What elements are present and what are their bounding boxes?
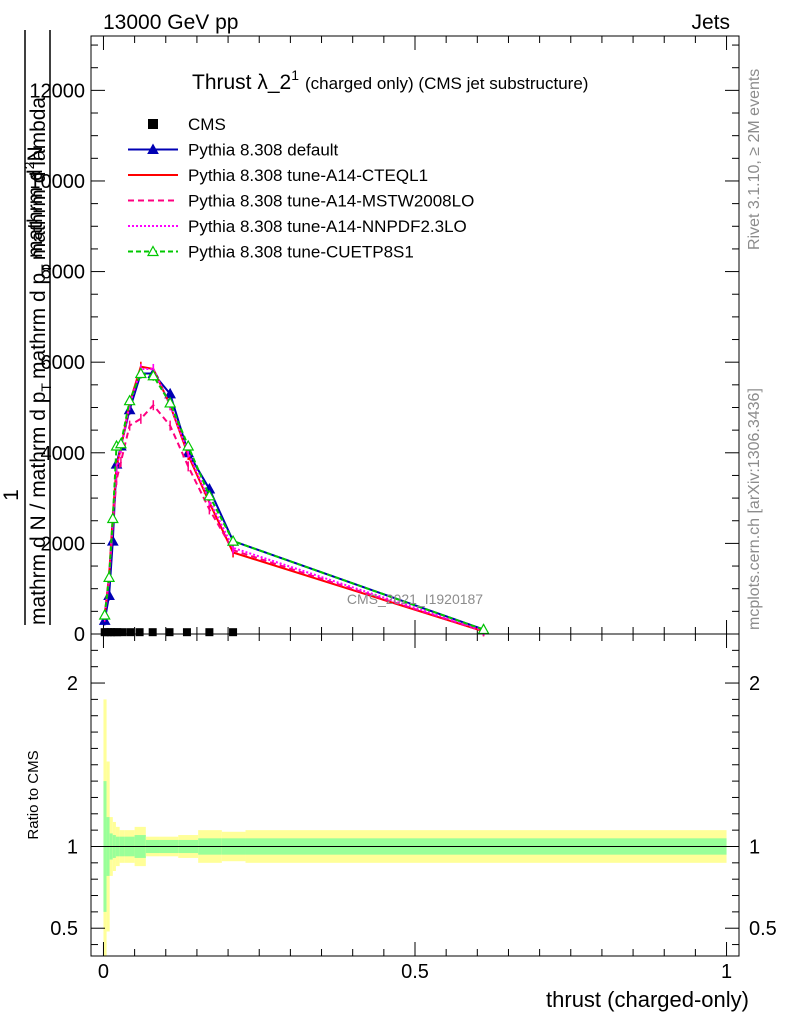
series-marker-4: [477, 623, 490, 635]
y-label-numerator-n: N: [24, 146, 47, 161]
y-label-prefactor: 1: [0, 489, 23, 501]
x-tick-labels: 0 0.5 1: [98, 961, 732, 983]
series-marker-4: [114, 437, 127, 449]
y-tick-label: 0: [74, 624, 85, 646]
series-marker-0: [106, 535, 119, 546]
x-tick-label: 0: [98, 961, 109, 983]
cms-point: [148, 628, 157, 637]
mcplots-label: mcplots.cern.ch [arXiv:1306.3436]: [746, 388, 763, 630]
x-tick-label: 0.5: [401, 961, 429, 983]
plot-title: Thrust λ_21 (charged only) (CMS jet subst…: [192, 67, 588, 94]
ratio-tick-label-right: 1: [749, 836, 760, 858]
cms-point: [135, 628, 144, 637]
legend-cms-marker: [148, 119, 158, 129]
cms-point: [118, 628, 127, 637]
ratio-plot-panel: 0.5 0.51 12 2 0 0.5 1 Ratio to CMS: [25, 633, 777, 983]
series-marker-4: [103, 571, 116, 582]
y-label-denominator: mathrm d N / mathrm d pTmathrm d pTmathr…: [27, 97, 54, 625]
ratio-tick-label-left: 0.5: [50, 918, 78, 940]
y-tick-label: 8000: [41, 262, 86, 284]
cms-point: [126, 628, 135, 637]
main-series-group: [98, 361, 490, 637]
series-marker-4: [106, 512, 119, 524]
y-label-den-sub2: T: [38, 264, 54, 273]
legend-label-1: Pythia 8.308 tune-A14-CTEQL1: [188, 166, 428, 185]
plot-title-superscript: 1: [291, 67, 299, 83]
cms-point: [113, 628, 122, 637]
main-y-axis-label: 1 mathrm d2N mathrm d N / mathrm d pTmat…: [0, 30, 54, 625]
y-label-den-a: mathrm d N / mathrm d p: [27, 392, 50, 625]
legend-label-0: Pythia 8.308 default: [188, 141, 339, 160]
series-marker-4: [164, 396, 177, 408]
x-tick-label: 1: [721, 961, 732, 983]
main-axis-ticks: [91, 36, 739, 635]
ratio-uncertainty-bands: [103, 699, 727, 956]
series-marker-4: [227, 534, 240, 546]
cms-point: [165, 628, 174, 637]
ratio-tick-label-left: 1: [67, 836, 78, 858]
legend-label-3: Pythia 8.308 tune-A14-NNPDF2.3LO: [188, 217, 467, 236]
legend-label-4: Pythia 8.308 tune-CUETP8S1: [188, 243, 414, 262]
cms-point: [229, 628, 238, 637]
ratio-tick-label-right: 2: [749, 673, 760, 695]
legend-label-2: Pythia 8.308 tune-A14-MSTW2008LO: [188, 192, 474, 211]
legend-marker-4: [146, 245, 160, 257]
cms-data-points: [100, 628, 238, 637]
main-plot-panel: 0 2000 4000 6000 8000 10000 12000 Thrust λ_21 (…: [29, 35, 740, 646]
plot-title-rest: (charged only) (CMS jet substructure): [305, 74, 588, 93]
y-label-numerator: mathrm d2N: [21, 146, 47, 258]
y-tick-label: 6000: [41, 352, 86, 374]
header-energy-label: 13000 GeV pp: [103, 11, 238, 34]
header-process-label: Jets: [691, 11, 730, 34]
x-axis-label: thrust (charged-only): [546, 987, 749, 1012]
ratio-plot-frame: [90, 633, 740, 957]
y-label-den-b: mathrm d p: [27, 273, 50, 379]
cms-point: [182, 628, 191, 637]
y-tick-label: 12000: [29, 80, 85, 102]
ratio-tick-label-left: 2: [67, 673, 78, 695]
ratio-y-axis-label: Ratio to CMS: [25, 750, 42, 839]
legend: CMS Pythia 8.308 default Pythia 8.308 tune…: [128, 115, 474, 262]
y-tick-label: 2000: [41, 533, 86, 555]
y-tick-label: 4000: [41, 443, 86, 465]
series-marker-4: [182, 439, 195, 451]
y-label-den-c: mathrm d lambda: [27, 97, 50, 261]
cms-point: [205, 628, 214, 637]
legend-cms-label: CMS: [188, 115, 226, 134]
main-y-tick-labels: 0 2000 4000 6000 8000 10000 12000: [29, 80, 85, 646]
analysis-watermark: CMS_2021_I1920187: [347, 591, 483, 607]
ratio-y-tick-labels: 0.5 0.5 1 1 2 2: [50, 673, 777, 940]
y-tick-label: 10000: [29, 171, 85, 193]
series-marker-4: [123, 394, 136, 406]
series-marker-4: [134, 367, 147, 379]
ratio-axis-ticks: [91, 634, 739, 956]
rivet-version-label: Rivet 3.1.10, ≥ 2M events: [746, 69, 763, 250]
y-label-numerator-sup: 2: [21, 161, 37, 169]
plot-title-main: Thrust λ_2: [192, 71, 291, 94]
series-marker-4: [98, 608, 111, 620]
y-label-den-sub1: T: [38, 383, 54, 392]
series-marker-4: [203, 489, 216, 501]
legend-marker-0: [147, 143, 159, 154]
ratio-tick-label-right: 0.5: [749, 918, 777, 940]
y-label-numerator-d: mathrm d: [24, 169, 47, 258]
series-marker-4: [147, 369, 160, 381]
